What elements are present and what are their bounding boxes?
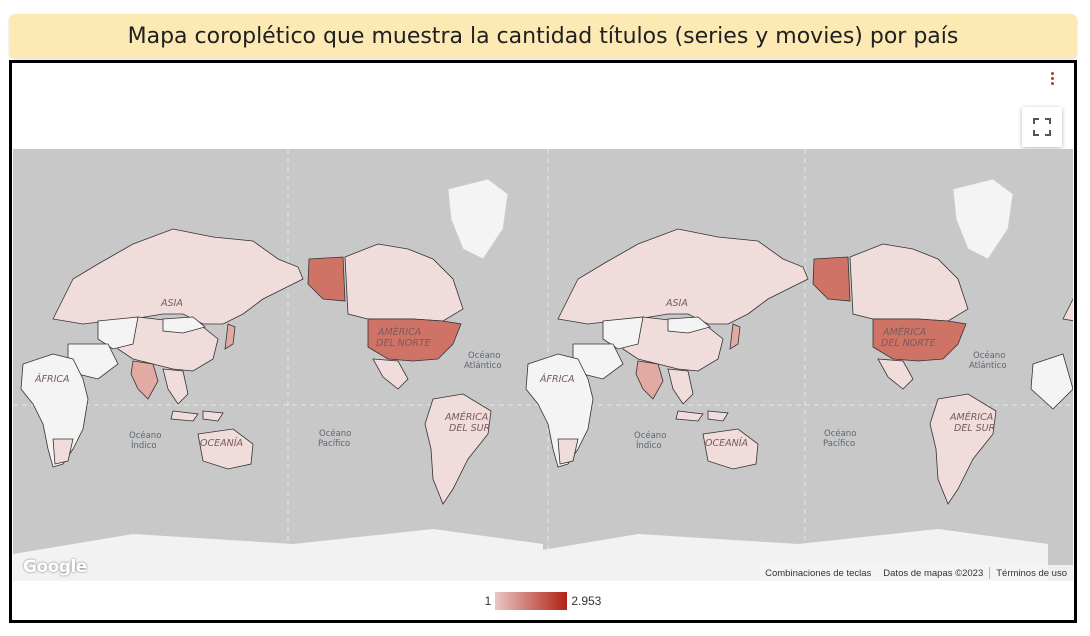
map-data-text: Datos de mapas ©2023 — [883, 567, 984, 579]
label-asia: ASIA — [160, 298, 183, 309]
terms-link[interactable]: Términos de uso — [996, 567, 1067, 579]
label-pacific-2-copy: Pacífico — [823, 439, 855, 449]
map-canvas[interactable]: ASIA AMÉRICA DEL NORTE ÁFRICA OCEANÍA AM… — [13, 149, 1073, 581]
legend-min: 1 — [484, 594, 492, 608]
label-oceania-copy: OCEANÍA — [705, 437, 748, 449]
legend-gradient — [495, 592, 568, 610]
map-attribution: Combinaciones de teclas Datos de mapas ©… — [759, 565, 1073, 581]
google-logo: Google — [23, 557, 87, 577]
label-asia-copy: ASIA — [665, 298, 688, 309]
label-atlantic-2-copy: Atlántico — [969, 361, 1007, 371]
label-pacific-1: Océano — [319, 428, 351, 439]
label-north-america-2: DEL NORTE — [376, 338, 431, 349]
label-pacific-1-copy: Océano — [824, 428, 856, 439]
label-africa: ÁFRICA — [34, 373, 70, 385]
legend-max: 2.953 — [571, 594, 602, 608]
fullscreen-button[interactable] — [1022, 107, 1062, 147]
label-south-america-2-copy: DEL SUR — [954, 423, 995, 434]
label-atlantic-1-copy: Océano — [973, 350, 1005, 361]
label-indian-1-copy: Océano — [634, 430, 666, 441]
label-indian-2-copy: Índico — [636, 439, 662, 451]
label-north-america-1-copy: AMÉRICA — [882, 326, 926, 338]
attribution-divider — [989, 567, 991, 579]
label-south-america-2: DEL SUR — [449, 423, 490, 434]
map-panel: ASIA AMÉRICA DEL NORTE ÁFRICA OCEANÍA AM… — [9, 60, 1077, 623]
keyboard-shortcuts-link[interactable]: Combinaciones de teclas — [765, 567, 872, 579]
chart-title: Mapa coroplético que muestra la cantidad… — [9, 14, 1077, 58]
choropleth-map[interactable]: ASIA AMÉRICA DEL NORTE ÁFRICA OCEANÍA AM… — [13, 149, 1073, 581]
fullscreen-icon — [1033, 118, 1051, 136]
label-south-america-1-copy: AMÉRICA — [949, 411, 993, 423]
chart-title-text: Mapa coroplético que muestra la cantidad… — [127, 23, 959, 49]
label-atlantic-2: Atlántico — [464, 361, 502, 371]
color-legend: 1 2.953 — [12, 591, 1074, 611]
label-africa-copy: ÁFRICA — [539, 373, 575, 385]
label-south-america-1: AMÉRICA — [444, 411, 488, 423]
label-indian-1: Océano — [129, 430, 161, 441]
label-indian-2: Índico — [131, 439, 157, 451]
label-north-america-2-copy: DEL NORTE — [881, 338, 936, 349]
label-pacific-2: Pacífico — [318, 439, 350, 449]
label-atlantic-1: Océano — [468, 350, 500, 361]
more-options-icon[interactable] — [1048, 71, 1056, 87]
label-oceania: OCEANÍA — [200, 437, 243, 449]
label-north-america-1: AMÉRICA — [377, 326, 421, 338]
